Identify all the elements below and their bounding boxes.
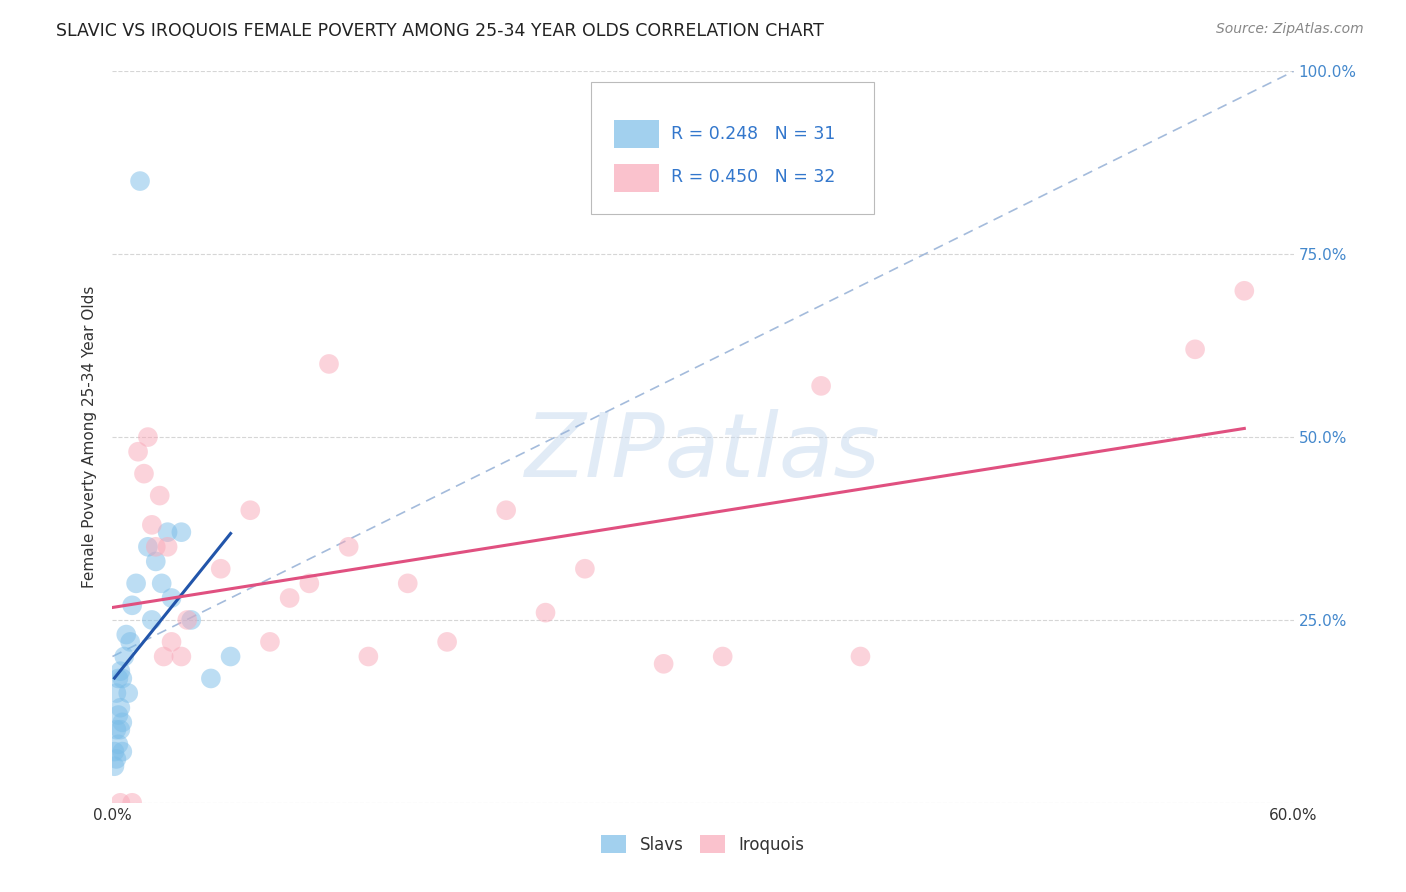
Point: [298, 576, 321, 591]
Point: [107, 672, 129, 686]
Point: [111, 715, 134, 730]
Point: [160, 635, 183, 649]
Point: [239, 503, 262, 517]
FancyBboxPatch shape: [591, 82, 875, 214]
Point: [136, 540, 159, 554]
Text: R = 0.450   N = 32: R = 0.450 N = 32: [671, 169, 835, 186]
Point: [110, 700, 132, 714]
Point: [652, 657, 675, 671]
Point: [1233, 284, 1256, 298]
Text: ZIPatlas: ZIPatlas: [526, 409, 880, 495]
Point: [152, 649, 174, 664]
Point: [318, 357, 340, 371]
Point: [121, 796, 143, 810]
Point: [1184, 343, 1206, 357]
Point: [141, 613, 163, 627]
Point: [156, 540, 179, 554]
Legend: Slavs, Iroquois: Slavs, Iroquois: [595, 829, 811, 860]
Point: [278, 591, 301, 605]
Y-axis label: Female Poverty Among 25-34 Year Olds: Female Poverty Among 25-34 Year Olds: [82, 286, 97, 588]
Point: [111, 672, 134, 686]
Point: [150, 576, 173, 591]
Point: [176, 613, 198, 627]
Point: [259, 635, 281, 649]
Point: [110, 723, 132, 737]
Point: [711, 649, 734, 664]
Point: [170, 649, 193, 664]
Point: [145, 540, 167, 554]
Point: [112, 649, 135, 664]
Point: [103, 745, 125, 759]
Text: R = 0.248   N = 31: R = 0.248 N = 31: [671, 125, 835, 143]
Point: [180, 613, 202, 627]
Point: [849, 649, 872, 664]
Point: [160, 591, 183, 605]
Point: [120, 635, 142, 649]
Point: [396, 576, 419, 591]
Point: [495, 503, 517, 517]
Point: [170, 525, 193, 540]
Point: [145, 554, 167, 568]
Point: [110, 796, 132, 810]
Point: [209, 562, 232, 576]
Point: [357, 649, 380, 664]
Point: [107, 708, 129, 723]
Bar: [614, 164, 659, 192]
Point: [149, 489, 172, 503]
Point: [129, 174, 152, 188]
Point: [105, 723, 128, 737]
Point: [132, 467, 155, 481]
Point: [105, 752, 128, 766]
Point: [141, 517, 163, 532]
Point: [219, 649, 242, 664]
Point: [810, 379, 832, 393]
Text: SLAVIC VS IROQUOIS FEMALE POVERTY AMONG 25-34 YEAR OLDS CORRELATION CHART: SLAVIC VS IROQUOIS FEMALE POVERTY AMONG …: [56, 22, 824, 40]
Point: [103, 759, 125, 773]
Point: [127, 444, 149, 458]
Point: [436, 635, 458, 649]
Point: [534, 606, 557, 620]
Point: [107, 737, 129, 751]
Point: [200, 672, 222, 686]
Point: [115, 627, 138, 641]
Point: [121, 599, 143, 613]
Point: [110, 664, 132, 678]
Point: [156, 525, 179, 540]
Bar: [614, 120, 659, 148]
Point: [125, 576, 148, 591]
Point: [105, 686, 128, 700]
Point: [111, 745, 134, 759]
Point: [574, 562, 596, 576]
Point: [117, 686, 139, 700]
Point: [136, 430, 159, 444]
Point: [337, 540, 360, 554]
Text: Source: ZipAtlas.com: Source: ZipAtlas.com: [1216, 22, 1364, 37]
